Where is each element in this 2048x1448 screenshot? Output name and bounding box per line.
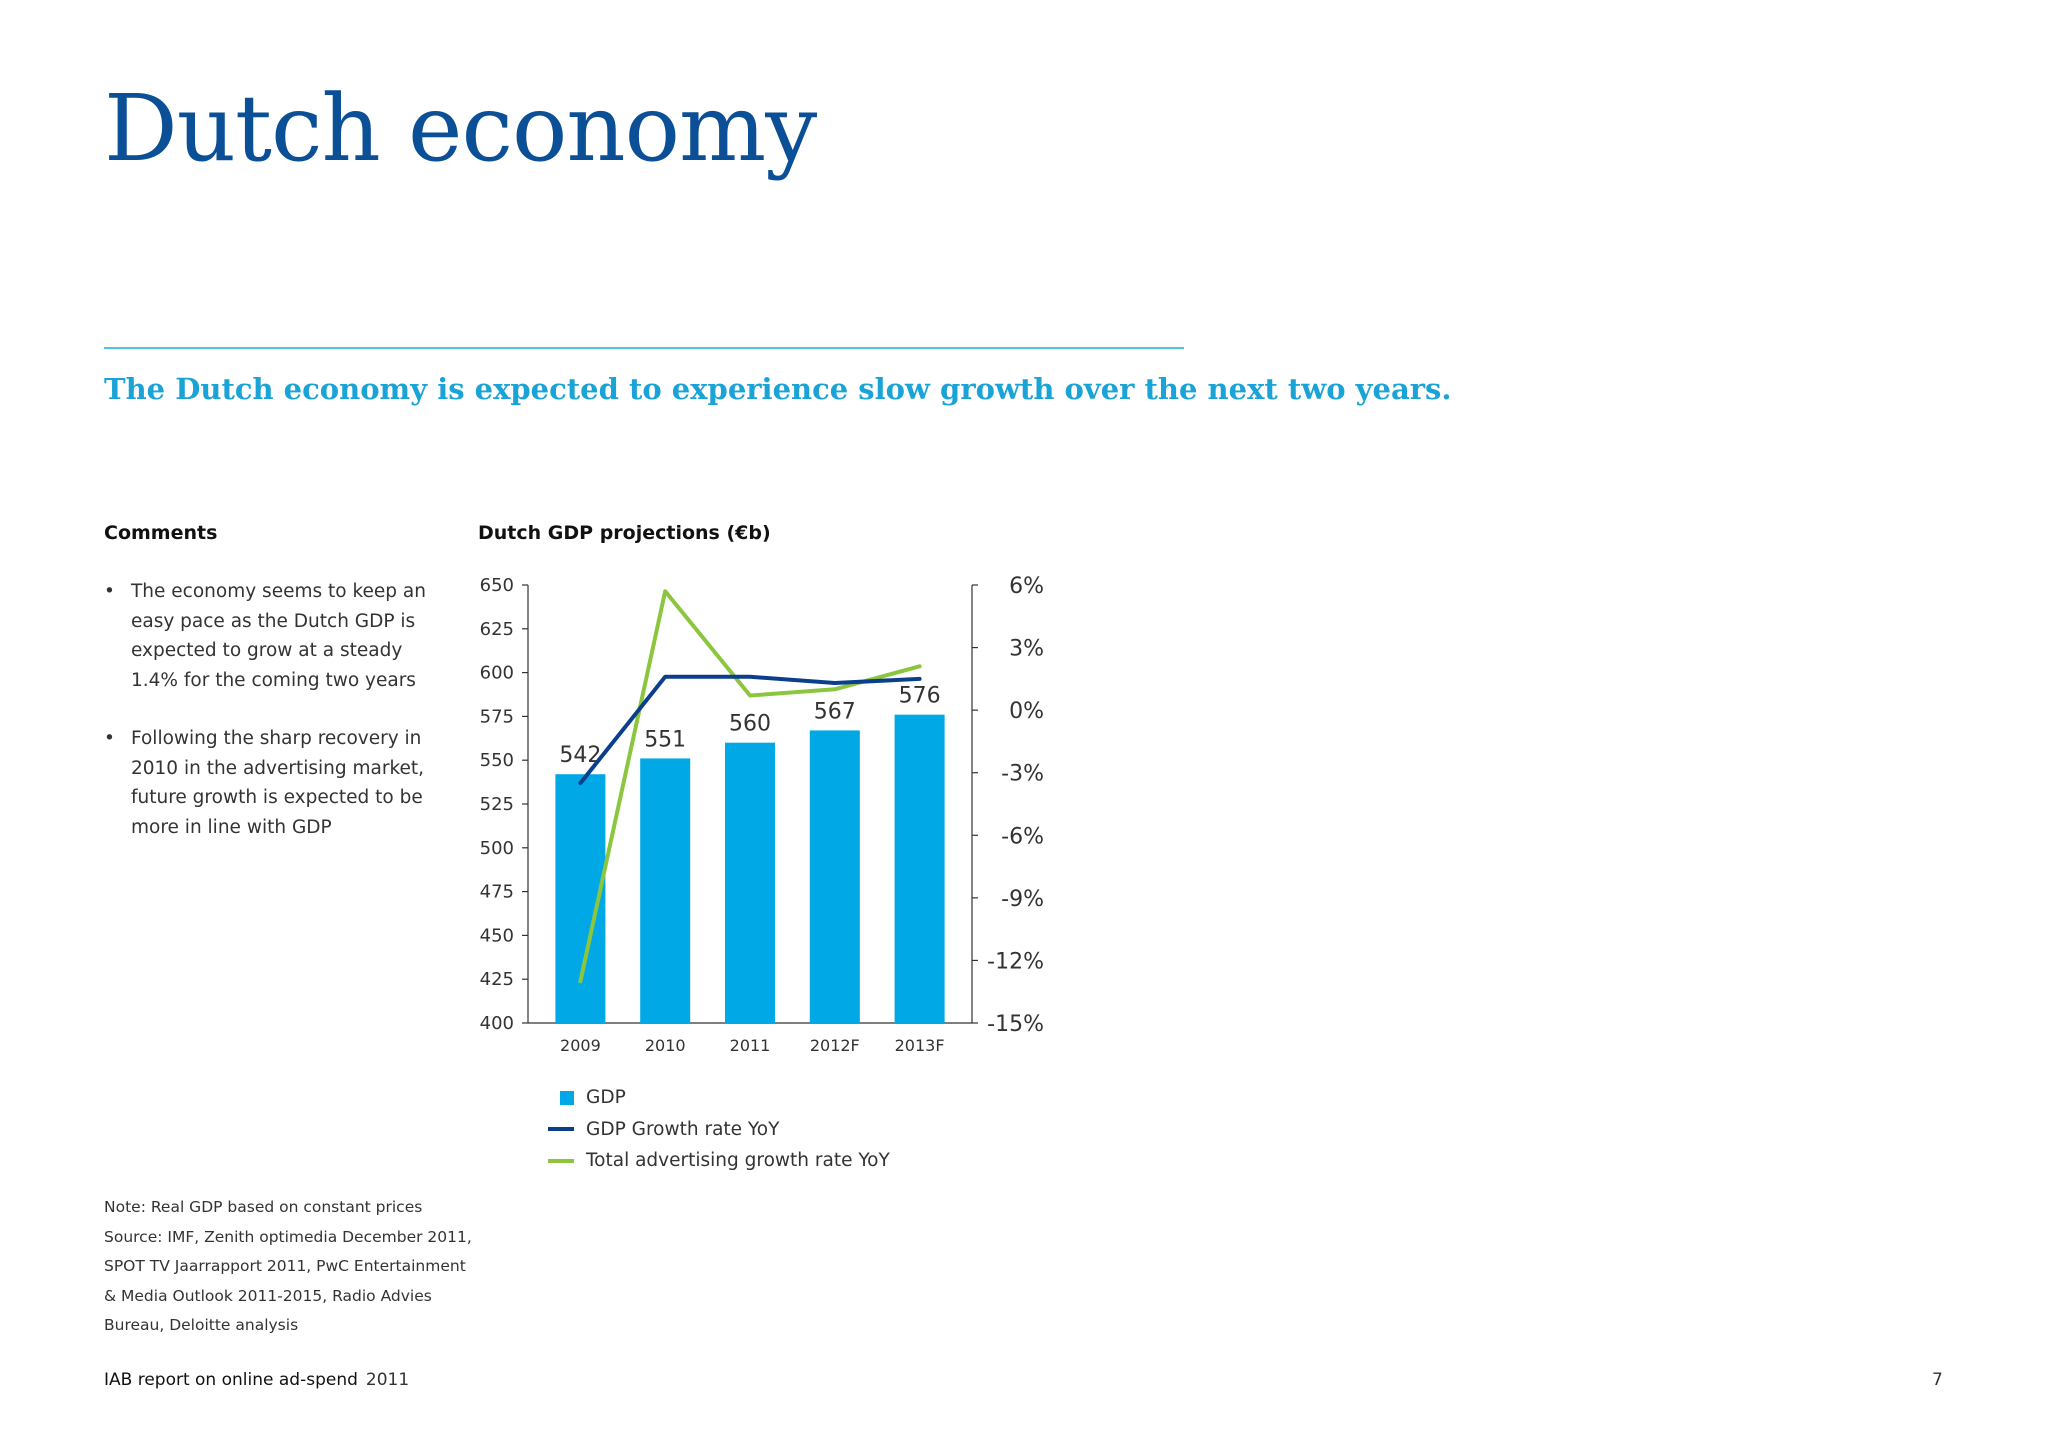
gdp-chart: 400 425 450 475 500 525 550 575 600 625 650 -15% -12… [480, 574, 1044, 1055]
gdp-bar [809, 730, 860, 1023]
y-left-tick-label: 550 [480, 750, 514, 771]
y-left-tick-label: 575 [480, 706, 514, 727]
y-right-tick-label: 6% [1009, 574, 1044, 599]
x-tick-label: 2010 [645, 1036, 686, 1055]
gdp-bar [894, 714, 945, 1023]
footer-year: 2011 [365, 1370, 410, 1390]
comment-text: Following the sharp recovery in 2010 in … [131, 728, 425, 838]
gdp-bar-label: 567 [814, 699, 856, 724]
legend-label-gdp-growth: GDP Growth rate YoY [586, 1118, 780, 1140]
legend-label-advertising: Total advertising growth rate YoY [586, 1150, 890, 1172]
chart-heading: Dutch GDP projections (€b) [478, 522, 771, 544]
legend-label-gdp: GDP [586, 1087, 626, 1109]
note-line: Note: Real GDP based on constant prices [104, 1198, 423, 1216]
y-left-tick-label: 525 [480, 794, 514, 815]
page-subtitle: The Dutch economy is expected to experie… [104, 372, 1452, 406]
y-left-tick-label: 500 [480, 838, 514, 859]
footer-report-title: IAB report on online ad-spend [104, 1370, 358, 1390]
footer-report: IAB report on online ad-spend 2011 [104, 1370, 409, 1390]
x-tick-label: 2009 [560, 1036, 601, 1055]
y-right-tick-label: -3% [1001, 762, 1044, 787]
legend-swatch-gdp-growth [548, 1127, 574, 1132]
comments-list: • The economy seems to keep an easy pace… [104, 577, 454, 871]
comment-item: • Following the sharp recovery in 2010 i… [104, 724, 454, 842]
gdp-bar [640, 758, 691, 1023]
page-number: 7 [1932, 1370, 1943, 1390]
comments-heading: Comments [104, 522, 218, 544]
legend-item-advertising: Total advertising growth rate YoY [548, 1145, 890, 1177]
bullet-icon: • [104, 581, 115, 602]
gdp-bar-label: 560 [729, 712, 771, 737]
y-right-tick-label: -9% [1001, 887, 1044, 912]
gdp-bar [725, 742, 775, 1023]
y-right-tick-label: -15% [987, 1012, 1044, 1037]
y-left-tick-label: 400 [480, 1013, 514, 1034]
gdp-growth-line [578, 674, 922, 786]
legend-item-gdp-growth: GDP Growth rate YoY [548, 1114, 890, 1146]
comment-text: The economy seems to keep an easy pace a… [131, 581, 426, 691]
y-right-tick-label: 3% [1009, 637, 1044, 662]
y-left-tick-label: 625 [480, 619, 514, 640]
comment-item: • The economy seems to keep an easy pace… [104, 577, 454, 695]
bullet-icon: • [104, 728, 115, 749]
note-line: Bureau, Deloitte analysis [104, 1316, 299, 1334]
chart-legend: GDP GDP Growth rate YoY Total advertisin… [548, 1082, 890, 1177]
y-left-tick-label: 650 [480, 575, 514, 596]
x-tick-label: 2013F [895, 1036, 945, 1055]
y-right-tick-label: -12% [987, 949, 1044, 974]
gdp-bar-label: 576 [899, 684, 941, 709]
gdp-bar-label: 551 [644, 727, 686, 752]
note-line: Source: IMF, Zenith optimedia December 2… [104, 1227, 472, 1246]
y-right-tick-label: -6% [1001, 824, 1044, 849]
title-divider [104, 347, 1184, 349]
y-left-tick-label: 475 [480, 882, 514, 903]
y-left-tick-label: 600 [480, 663, 514, 684]
chart-notes: Note: Real GDP based on constant prices … [104, 1193, 472, 1341]
note-line: & Media Outlook 2011-2015, Radio Advies [104, 1286, 432, 1305]
x-tick-label: 2011 [730, 1036, 771, 1055]
page-title: Dutch economy [104, 75, 817, 182]
y-right-tick-label: 0% [1009, 699, 1044, 724]
x-tick-label: 2012F [810, 1036, 860, 1055]
legend-item-gdp: GDP [548, 1082, 890, 1114]
y-left-tick-label: 450 [480, 925, 514, 946]
y-left-tick-label: 425 [480, 969, 514, 990]
legend-swatch-gdp [560, 1090, 574, 1105]
note-line: SPOT TV Jaarrapport 2011, PwC Entertainm… [104, 1257, 466, 1275]
legend-swatch-advertising [548, 1158, 574, 1163]
